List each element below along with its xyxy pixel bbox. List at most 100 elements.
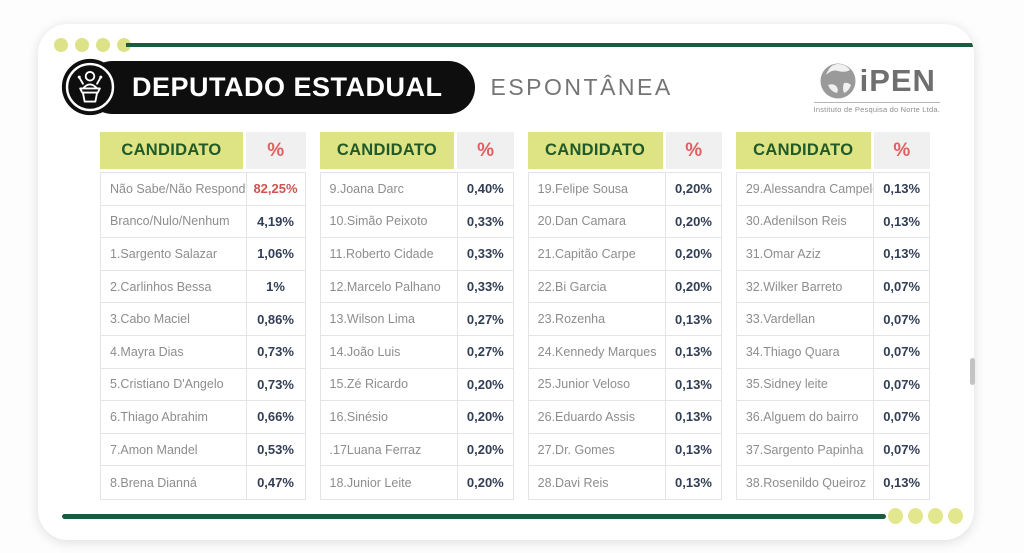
table-row: 22.Bi Garcia 0,20%: [528, 270, 721, 304]
table-row: 4.Mayra Dias 0,73%: [101, 335, 305, 369]
candidate-table: CANDIDATO % Não Sabe/Não Respondeu 82,25…: [100, 132, 306, 500]
candidate-name: 38.Rosenildo Queiroz: [745, 475, 867, 490]
table-row: 10.Simão Peixoto 0,33%: [320, 205, 513, 239]
table-row: 29.Alessandra Campelo 0,13%: [736, 173, 929, 206]
candidate-percent: 82,25%: [245, 173, 305, 205]
candidate-percent: 0,20%: [665, 238, 721, 270]
candidate-percent: 0,13%: [665, 466, 721, 499]
table-row: 6.Thiago Abrahim 0,66%: [101, 401, 305, 434]
candidate-name: Branco/Nulo/Nenhum: [110, 214, 230, 229]
table-row: 23.Rozenha 0,13%: [528, 303, 721, 336]
candidate-percent: 0,73%: [245, 335, 305, 368]
percent-column-header: %: [457, 132, 514, 169]
scrollbar-thumb[interactable]: [970, 358, 975, 385]
candidate-name: 28.Davi Reis: [537, 475, 609, 490]
bottom-decor-line: [62, 514, 886, 519]
table-header: CANDIDATO %: [735, 132, 930, 169]
candidate-percent: 0,13%: [873, 205, 929, 238]
table-row: 9.Joana Darc 0,40%: [320, 173, 513, 206]
table-row: Branco/Nulo/Nenhum 4,19%: [101, 205, 305, 239]
candidate-percent: 0,40%: [456, 173, 513, 205]
table-row: 35.Sidney leite 0,07%: [736, 368, 929, 402]
table-row: 18.Junior Leite 0,20%: [321, 466, 513, 499]
decor-dot: [888, 508, 903, 524]
candidate-name: 23.Rozenha: [537, 312, 606, 327]
candidate-name: 24.Kennedy Marques: [537, 344, 657, 359]
candidate-percent: 0,53%: [245, 433, 305, 466]
candidate-percent: 0,07%: [873, 335, 929, 368]
table-row: Não Sabe/Não Respondeu 82,25%: [101, 173, 305, 206]
candidate-percent: 0,66%: [245, 401, 305, 433]
candidate-percent: 0,13%: [665, 401, 721, 433]
candidate-percent: 1%: [245, 270, 305, 303]
candidate-table: CANDIDATO % 29.Alessandra Campelo 0,13% …: [735, 132, 930, 500]
table-row: 16.Sinésio 0,20%: [320, 401, 513, 434]
candidate-name: 26.Eduardo Assis: [537, 409, 635, 424]
table-row: 8.Brena Dianná 0,47%: [101, 466, 305, 499]
table-row: 31.Omar Aziz 0,13%: [736, 238, 929, 271]
candidate-percent: 0,33%: [456, 238, 513, 270]
podium-speaker-icon: [61, 58, 119, 116]
candidate-name: 13.Wilson Lima: [329, 312, 415, 327]
candidate-name: 18.Junior Leite: [329, 475, 412, 490]
table-row: 5.Cristiano D'Angelo 0,73%: [101, 368, 305, 402]
candidate-table: CANDIDATO % 9.Joana Darc 0,40% 10.Simão …: [319, 132, 514, 500]
candidate-name: 35.Sidney leite: [745, 377, 828, 392]
table-row: 19.Felipe Sousa 0,20%: [528, 173, 721, 206]
decor-dot: [908, 508, 923, 524]
table-header: CANDIDATO %: [527, 132, 722, 169]
candidate-column-header: CANDIDATO: [527, 132, 663, 169]
table-row: 28.Davi Reis 0,13%: [529, 466, 721, 499]
results-tables: CANDIDATO % Não Sabe/Não Respondeu 82,25…: [100, 132, 930, 500]
candidate-percent: 0,13%: [665, 303, 721, 335]
table-row: 38.Rosenildo Queiroz 0,13%: [737, 466, 929, 499]
table-row: 1.Sargento Salazar 1,06%: [101, 238, 305, 271]
candidate-name: 37.Sargento Papinha: [745, 442, 864, 457]
table-row: 20.Dan Camara 0,20%: [528, 205, 721, 239]
bottom-decor-dots: [888, 508, 963, 524]
top-decor-line: [126, 43, 974, 47]
candidate-name: 8.Brena Dianná: [110, 475, 197, 490]
candidate-percent: 0,20%: [665, 270, 721, 303]
table-row: 13.Wilson Lima 0,27%: [320, 303, 513, 336]
candidate-percent: 0,07%: [873, 303, 929, 335]
candidate-percent: 0,33%: [456, 205, 513, 238]
candidate-name: 33.Vardellan: [745, 312, 816, 327]
ipen-logo: iPEN Instituto de Pesquisa do Norte Ltda…: [813, 61, 940, 114]
table-row: 7.Amon Mandel 0,53%: [101, 433, 305, 467]
candidate-name: 22.Bi Garcia: [537, 279, 607, 294]
candidate-percent: 0,07%: [873, 368, 929, 401]
candidate-name: 6.Thiago Abrahim: [110, 409, 208, 424]
candidate-percent: 0,27%: [456, 303, 513, 335]
table-header: CANDIDATO %: [100, 132, 306, 169]
candidate-name: 4.Mayra Dias: [110, 344, 184, 359]
table-row: 26.Eduardo Assis 0,13%: [528, 401, 721, 434]
table-row: 15.Zé Ricardo 0,20%: [320, 368, 513, 402]
candidate-percent: 0,07%: [873, 433, 929, 466]
candidate-name: 19.Felipe Sousa: [537, 181, 629, 196]
candidate-name: 25.Junior Veloso: [537, 377, 631, 392]
page-title: DEPUTADO ESTADUAL: [86, 60, 475, 114]
candidate-name: 5.Cristiano D'Angelo: [110, 377, 224, 392]
table-row: 32.Wilker Barreto 0,07%: [736, 270, 929, 304]
decor-dot: [948, 508, 963, 524]
report-card: DEPUTADO ESTADUAL ESPONTÂNEA iPEN Instit…: [38, 24, 974, 540]
candidate-percent: 4,19%: [245, 205, 305, 238]
candidate-percent: 0,20%: [456, 401, 513, 433]
candidate-percent: 0,73%: [245, 368, 305, 401]
candidate-name: 29.Alessandra Campelo: [745, 181, 874, 196]
table-body: 19.Felipe Sousa 0,20% 20.Dan Camara 0,20…: [527, 172, 722, 500]
table-row: 2.Carlinhos Bessa 1%: [101, 270, 305, 304]
table-body: Não Sabe/Não Respondeu 82,25% Branco/Nul…: [100, 172, 306, 500]
percent-column-header: %: [245, 132, 306, 169]
decor-dot: [54, 38, 68, 52]
table-row: 11.Roberto Cidade 0,33%: [320, 238, 513, 271]
percent-column-header: %: [873, 132, 930, 169]
table-row: 27.Dr. Gomes 0,13%: [528, 433, 721, 467]
candidate-percent: 0,13%: [665, 368, 721, 401]
candidate-name: 14.João Luis: [329, 344, 401, 359]
table-row: 21.Capitão Carpe 0,20%: [528, 238, 721, 271]
candidate-name: 15.Zé Ricardo: [329, 377, 409, 392]
candidate-name: 21.Capitão Carpe: [537, 246, 636, 261]
table-row: 24.Kennedy Marques 0,13%: [528, 335, 721, 369]
